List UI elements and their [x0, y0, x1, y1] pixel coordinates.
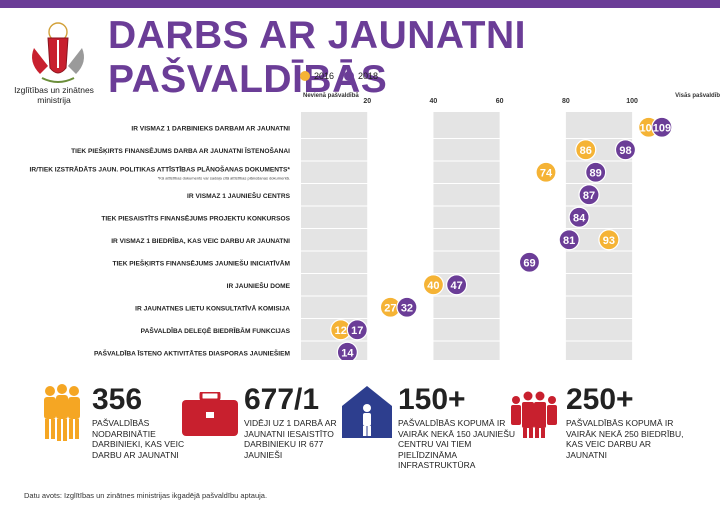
x-tick-label: 40	[430, 98, 438, 105]
stat-text-ratio: VIDĒJI UZ 1 DARBĀ AR JAUNATNI IESAISTĪTO…	[244, 418, 337, 460]
data-point-2018	[558, 229, 580, 251]
row-label: IR VISMAZ 1 DARBINIEKS DARBAM AR JAUNATN…	[131, 125, 290, 132]
data-point-2016	[575, 139, 597, 161]
chart-legend: 2016 2018	[300, 71, 388, 81]
axis-label-start: Nevienā pašvaldībā	[303, 93, 359, 99]
stat-text-employees: PAŠVALDĪBĀS NODARBINĀTIE DARBINIEKI, KAS…	[92, 418, 185, 460]
data-point-2016	[535, 161, 557, 183]
house-person-icon	[342, 386, 392, 438]
row-label: IR JAUNIEŠU DOME	[227, 281, 291, 290]
legend-item-2016: 2016	[300, 71, 334, 81]
row-label: PAŠVALDĪBA DELEĢĒ BIEDRĪBĀM FUNKCIJAS	[141, 326, 291, 335]
data-point-2018	[396, 296, 418, 318]
dot-plot-chart: Nevienā pašvaldībā Visās pašvaldībās 20 40 6…	[30, 93, 720, 360]
data-label-2018: 89	[590, 167, 602, 179]
data-point-2018	[585, 161, 607, 183]
legend-item-2018: 2018	[344, 71, 378, 81]
data-label-2016: 12	[335, 325, 347, 337]
data-label-2016: 93	[603, 235, 615, 247]
data-point-2018	[651, 116, 673, 138]
legend-label-2016: 2016	[314, 71, 335, 81]
data-label-2018: 32	[401, 302, 413, 314]
legend-dot-2018	[344, 71, 355, 81]
stat-number-associations: 250+	[566, 383, 634, 416]
legend-label-2018: 2018	[358, 71, 379, 81]
data-label-2016: 86	[580, 145, 592, 157]
coat-of-arms-logo	[32, 22, 84, 83]
header-bar	[0, 0, 720, 8]
data-label-2018: 17	[351, 325, 363, 337]
data-label-2018: 14	[341, 347, 354, 359]
row-label: TIEK PIEŠĶIRTS FINANSĒJUMS JAUNIEŠU INIC…	[112, 258, 290, 267]
chart-band-1	[433, 112, 500, 360]
briefcase-icon	[182, 392, 238, 436]
data-label-2018: 98	[619, 145, 631, 157]
stat-number-ratio: 677/1	[244, 383, 320, 416]
data-label-2018: 84	[573, 212, 586, 224]
row-label: IR VISMAZ 1 JAUNIEŠU CENTRS	[187, 191, 291, 200]
x-tick-label: 80	[562, 98, 570, 105]
data-label-2018: 109	[653, 122, 671, 134]
legend-dot-2016	[300, 71, 310, 81]
data-label-2016: 27	[384, 302, 396, 314]
data-label-2018: 47	[450, 280, 462, 292]
crowd-icon	[511, 391, 557, 438]
row-label: TIEK PIEŠĶIRTS FINANSĒJUMS DARBA AR JAUN…	[71, 146, 290, 155]
page-title: DARBS AR JAUNATNI PAŠVALDĪBĀS	[108, 14, 526, 101]
data-source: Datu avots: Izglītības un zinātnes minis…	[24, 491, 268, 500]
row-label: IR JAUNATNES LIETU KONSULTATĪVĀ KOMISIJA	[135, 304, 290, 312]
row-label: PAŠVALDĪBA ĪSTENO AKTIVITĀTES DIASPORAS …	[94, 348, 291, 357]
x-tick-label: 20	[363, 98, 371, 105]
data-point-2016	[422, 274, 445, 296]
data-label-2018: 87	[583, 190, 595, 202]
data-point-2018	[568, 206, 590, 228]
data-label-2016: 40	[427, 280, 439, 292]
stat-number-youth-centers: 150+	[398, 383, 466, 416]
data-label-2016: 74	[540, 167, 553, 179]
stat-number-employees: 356	[92, 383, 143, 416]
axis-label-end: Visās pašvaldībās	[675, 93, 720, 99]
data-point-2018	[614, 139, 637, 161]
people-group-icon	[44, 384, 80, 441]
data-point-2018	[336, 341, 358, 360]
data-label-2018: 69	[523, 257, 535, 269]
row-label: IR VISMAZ 1 BIEDRĪBA, KAS VEIC DARBU AR …	[111, 237, 290, 245]
data-label-2018: 81	[563, 235, 575, 247]
x-tick-label: 100	[626, 98, 638, 105]
data-point-2018	[446, 274, 468, 296]
data-point-2018	[518, 251, 541, 273]
ministry-name: Izglītības un zinātnes ministrija	[14, 85, 94, 105]
row-footnote: *Kā attīstības dokuments var sadaļa citā…	[158, 175, 290, 180]
data-point-2018	[578, 184, 600, 206]
stat-text-youth-centers: PAŠVALDĪBĀS KOPUMĀ IR VAIRĀK NEKĀ 150 JA…	[398, 418, 515, 470]
data-point-2016	[598, 229, 620, 251]
row-label: IR/TIEK IZSTRĀDĀTS JAUN. POLITIKAS ATTĪS…	[30, 164, 291, 173]
data-point-2018	[346, 319, 368, 341]
x-tick-label: 60	[496, 98, 504, 105]
stat-text-associations: PAŠVALDĪBĀS KOPUMĀ IR VAIRĀK NEKĀ 250 BI…	[566, 418, 684, 460]
row-label: TIEK PIESAISTĪTS FINANSĒJUMS PROJEKTU KO…	[101, 214, 290, 222]
